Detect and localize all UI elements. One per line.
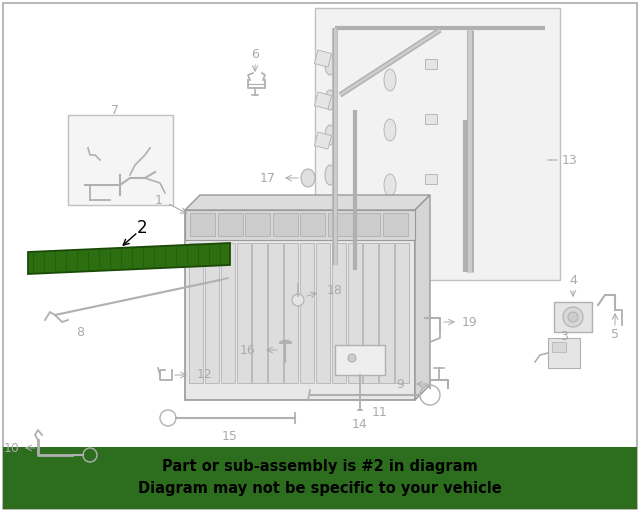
Ellipse shape bbox=[384, 224, 396, 246]
Bar bbox=[189, 243, 204, 383]
Circle shape bbox=[563, 307, 583, 327]
Ellipse shape bbox=[325, 125, 335, 145]
Bar bbox=[355, 213, 380, 236]
Circle shape bbox=[348, 354, 356, 362]
Bar bbox=[218, 213, 243, 236]
Text: 8: 8 bbox=[76, 326, 84, 338]
Bar bbox=[237, 243, 251, 383]
Text: 6: 6 bbox=[251, 49, 259, 61]
Text: 12: 12 bbox=[197, 369, 213, 381]
Bar bbox=[185, 210, 415, 240]
Text: 11: 11 bbox=[372, 406, 388, 418]
Text: 10: 10 bbox=[4, 441, 20, 455]
Bar bbox=[335, 345, 385, 375]
Bar bbox=[273, 213, 298, 236]
Bar bbox=[425, 114, 437, 124]
Text: 1: 1 bbox=[155, 194, 163, 206]
Ellipse shape bbox=[325, 55, 335, 75]
Text: 3: 3 bbox=[560, 330, 568, 343]
Circle shape bbox=[568, 312, 578, 322]
Bar bbox=[245, 213, 270, 236]
Text: 2: 2 bbox=[137, 219, 147, 237]
Ellipse shape bbox=[384, 174, 396, 196]
Bar bbox=[548, 338, 580, 368]
Text: 18: 18 bbox=[327, 284, 343, 296]
Polygon shape bbox=[415, 195, 430, 400]
Ellipse shape bbox=[325, 90, 335, 110]
Bar bbox=[316, 243, 330, 383]
Bar bbox=[190, 213, 215, 236]
Bar bbox=[68, 115, 173, 205]
Bar bbox=[252, 243, 267, 383]
Ellipse shape bbox=[301, 169, 315, 187]
Bar bbox=[425, 174, 437, 184]
Text: 9: 9 bbox=[396, 377, 404, 391]
Bar bbox=[383, 213, 408, 236]
Text: Part or sub-assembly is #2 in diagram: Part or sub-assembly is #2 in diagram bbox=[162, 459, 478, 475]
Polygon shape bbox=[185, 195, 430, 210]
Bar bbox=[554, 302, 592, 332]
Bar bbox=[185, 210, 415, 400]
Bar bbox=[348, 243, 362, 383]
Ellipse shape bbox=[384, 69, 396, 91]
Bar bbox=[364, 243, 378, 383]
Bar bbox=[315, 8, 560, 280]
Bar bbox=[300, 243, 314, 383]
Text: 4: 4 bbox=[569, 273, 577, 287]
Text: 14: 14 bbox=[352, 418, 368, 432]
Bar bbox=[268, 243, 283, 383]
Text: 16: 16 bbox=[240, 344, 256, 356]
Text: 19: 19 bbox=[462, 315, 478, 329]
Bar bbox=[395, 243, 410, 383]
Bar bbox=[284, 243, 298, 383]
Bar bbox=[552, 342, 566, 352]
Bar bbox=[328, 213, 353, 236]
Polygon shape bbox=[28, 243, 230, 274]
Bar bbox=[314, 132, 332, 149]
Bar bbox=[332, 243, 346, 383]
Ellipse shape bbox=[325, 205, 335, 225]
Bar bbox=[425, 59, 437, 69]
Text: 15: 15 bbox=[222, 430, 238, 442]
Text: 5: 5 bbox=[611, 329, 619, 342]
Bar bbox=[300, 213, 325, 236]
Text: 7: 7 bbox=[111, 103, 119, 117]
Text: Diagram may not be specific to your vehicle: Diagram may not be specific to your vehi… bbox=[138, 481, 502, 497]
Bar bbox=[314, 92, 332, 109]
Bar bbox=[221, 243, 235, 383]
Bar bbox=[3, 447, 637, 509]
Ellipse shape bbox=[325, 165, 335, 185]
Bar bbox=[205, 243, 220, 383]
Bar bbox=[380, 243, 394, 383]
Circle shape bbox=[292, 294, 304, 306]
Ellipse shape bbox=[384, 119, 396, 141]
Text: 13: 13 bbox=[562, 154, 578, 166]
Text: 17: 17 bbox=[260, 172, 276, 184]
Bar bbox=[314, 50, 332, 67]
